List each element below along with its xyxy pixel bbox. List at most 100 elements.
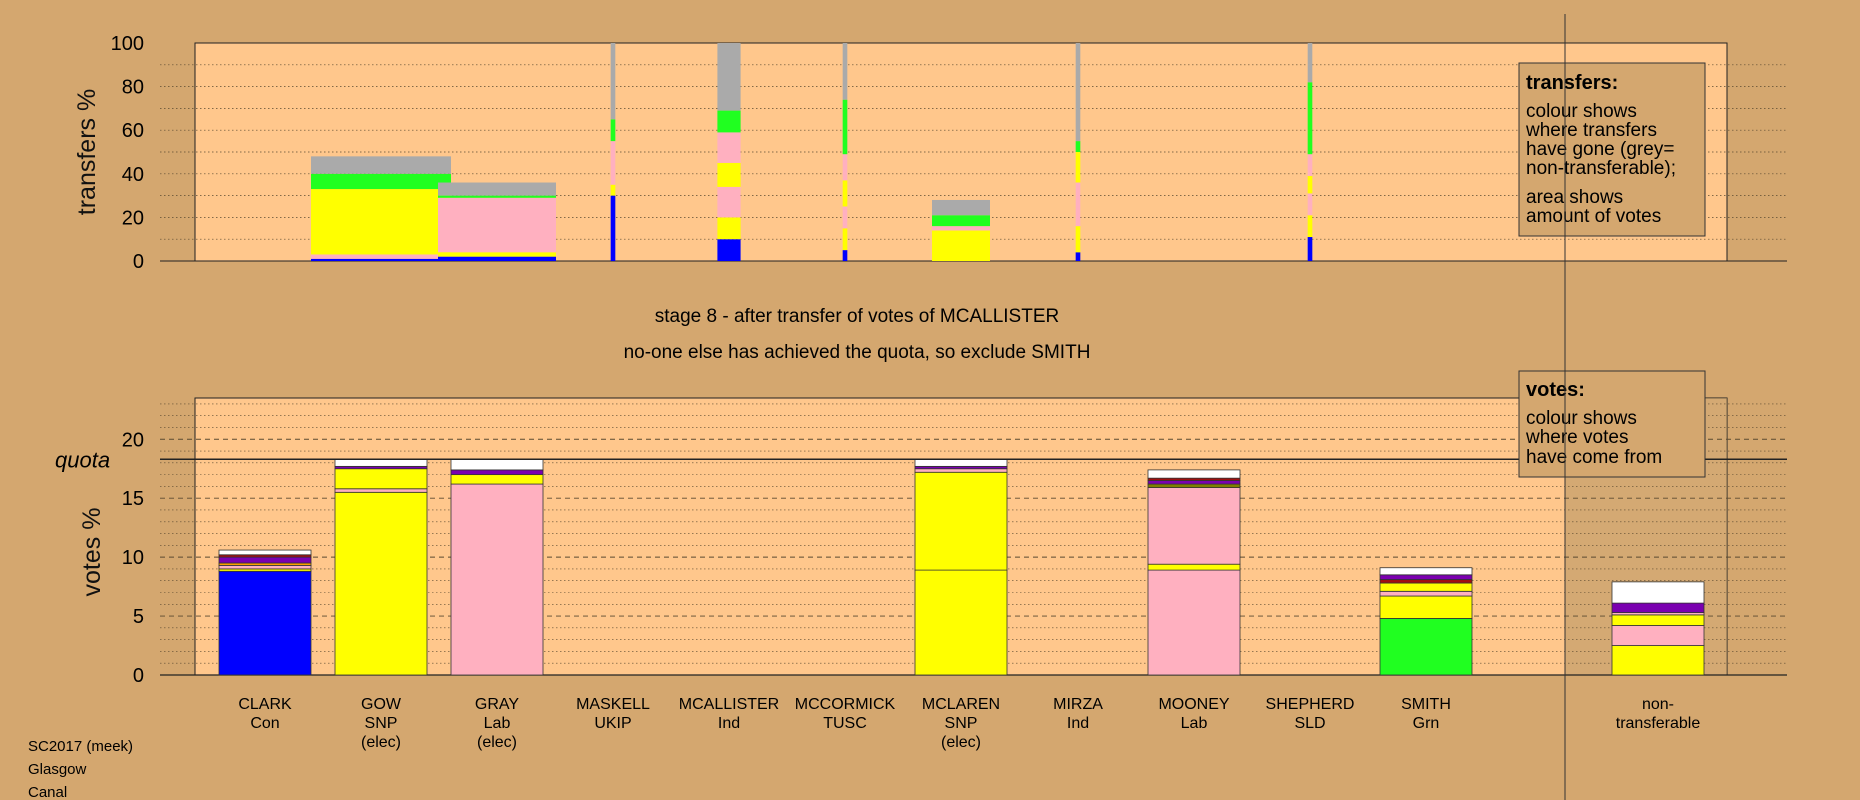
category-label: GOW xyxy=(361,696,402,713)
transfer-segment-mccormick xyxy=(842,99,848,155)
votes-legend: votes: colour shows where votes have com… xyxy=(1518,370,1706,478)
category-label: MCCORMICK xyxy=(795,696,896,713)
category-label: Con xyxy=(250,715,279,732)
transfer-segment-mclaren xyxy=(932,230,990,261)
category-label: MCALLISTER xyxy=(679,696,779,713)
vote-segment-gray xyxy=(450,458,544,471)
transfer-segment-mirza xyxy=(1075,152,1081,183)
transfer-segment-gray xyxy=(438,197,556,253)
vote-segment-smith xyxy=(1379,574,1473,580)
transfer-segment-mcallister xyxy=(717,43,741,111)
transfer-segment-shepherd xyxy=(1307,237,1313,261)
votes-tick-label: 5 xyxy=(133,606,144,628)
vote-segment-mooney xyxy=(1147,480,1241,485)
vote-segment-smith xyxy=(1379,590,1473,597)
category-label: Lab xyxy=(1181,715,1208,732)
vote-segment-gow xyxy=(334,458,428,467)
transfer-segment-shepherd xyxy=(1307,215,1313,238)
vote-segment-clark xyxy=(218,549,312,556)
votes-legend-line: colour shows xyxy=(1526,408,1637,429)
category-label: MCLAREN xyxy=(922,696,1000,713)
vote-segment-non- xyxy=(1611,625,1705,646)
action-headline: no-one else has achieved the quota, so e… xyxy=(624,342,1091,363)
stage-headline: stage 8 - after transfer of votes of MCA… xyxy=(655,306,1059,327)
transfers-y-label: transfers % xyxy=(73,89,101,215)
transfers-legend-line: have gone (grey= xyxy=(1526,139,1674,160)
category-label: transferable xyxy=(1616,715,1701,732)
category-label: (elec) xyxy=(477,734,517,751)
transfer-segment-gray xyxy=(438,195,556,198)
transfer-segment-mccormick xyxy=(842,250,848,261)
transfer-segment-gow xyxy=(311,156,451,174)
votes-legend-line: where votes xyxy=(1525,427,1628,448)
transfer-segment-mcallister xyxy=(717,132,741,163)
vote-segment-non- xyxy=(1611,602,1705,613)
vote-segment-mclaren xyxy=(914,458,1008,467)
votes-tick-label: 0 xyxy=(133,665,144,687)
vote-segment-smith xyxy=(1379,567,1473,576)
transfer-segment-mccormick xyxy=(842,228,848,251)
transfer-segment-mcallister xyxy=(717,162,741,187)
transfers-bars xyxy=(311,43,1313,261)
category-label: CLARK xyxy=(238,696,292,713)
vote-segment-smith xyxy=(1379,579,1473,584)
category-label: (elec) xyxy=(361,734,401,751)
category-label: MOONEY xyxy=(1158,696,1229,713)
transfer-segment-gow xyxy=(311,258,451,261)
category-label: non- xyxy=(1642,696,1674,713)
vote-segment-non- xyxy=(1611,645,1705,676)
transfer-segment-maskell xyxy=(610,184,616,196)
transfer-segment-mirza xyxy=(1075,252,1081,261)
votes-legend-line: have come from xyxy=(1526,447,1662,468)
vote-segment-mooney xyxy=(1147,563,1241,571)
transfers-tick-label: 20 xyxy=(122,207,144,229)
vote-segment-gray xyxy=(450,474,544,485)
votes-tick-label: 10 xyxy=(122,547,144,569)
footer-ward: Canal xyxy=(28,784,67,800)
transfer-segment-shepherd xyxy=(1307,43,1313,83)
votes-y-label: votes % xyxy=(78,508,106,597)
transfers-tick-label: 60 xyxy=(122,120,144,142)
vote-segment-mclaren xyxy=(914,468,1008,473)
category-label: Ind xyxy=(1067,715,1089,732)
vote-segment-gow xyxy=(334,468,428,490)
transfer-segment-gray xyxy=(438,182,556,196)
footer-council: Glasgow xyxy=(28,761,87,778)
transfer-segment-gray xyxy=(438,252,556,257)
transfer-segment-mclaren xyxy=(932,226,990,231)
transfer-segment-mirza xyxy=(1075,43,1081,142)
transfer-segment-mirza xyxy=(1075,226,1081,253)
category-label: TUSC xyxy=(823,715,867,732)
transfers-tick-label: 40 xyxy=(122,164,144,186)
transfer-segment-shepherd xyxy=(1307,154,1313,176)
category-label: UKIP xyxy=(594,715,631,732)
transfer-segment-mclaren xyxy=(932,215,990,227)
vote-segment-clark xyxy=(218,570,312,676)
vote-segment-mooney xyxy=(1147,569,1241,676)
category-label: Ind xyxy=(718,715,740,732)
transfer-segment-mirza xyxy=(1075,141,1081,152)
category-label: Lab xyxy=(484,715,511,732)
transfers-legend-line: where transfers xyxy=(1525,120,1657,141)
transfers-legend-line: colour shows xyxy=(1526,101,1637,122)
footer-election: SC2017 (meek) xyxy=(28,738,133,755)
vote-segment-mclaren xyxy=(914,569,1008,676)
transfers-tick-label: 0 xyxy=(133,251,144,273)
transfer-segment-mirza xyxy=(1075,182,1081,227)
votes-tick-label: 20 xyxy=(122,429,144,451)
transfer-segment-gray xyxy=(438,256,556,261)
transfers-tick-label: 80 xyxy=(122,77,144,99)
transfer-segment-mccormick xyxy=(842,154,848,181)
transfer-segment-shepherd xyxy=(1307,193,1313,216)
transfers-legend-box xyxy=(1518,62,1706,237)
vote-segment-smith xyxy=(1379,618,1473,676)
votes-bars xyxy=(218,458,1705,676)
category-label: SNP xyxy=(365,715,398,732)
vote-segment-clark xyxy=(218,564,312,570)
category-label: Grn xyxy=(1413,715,1440,732)
vote-segment-non- xyxy=(1611,581,1705,604)
transfer-segment-maskell xyxy=(610,43,616,120)
vote-segment-gray xyxy=(450,469,544,476)
